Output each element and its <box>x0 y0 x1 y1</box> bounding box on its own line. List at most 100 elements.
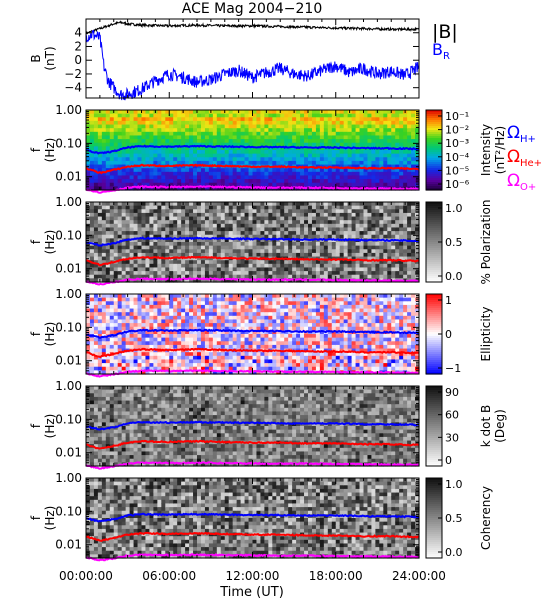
heatmap-cell <box>355 271 361 276</box>
heatmap-cell <box>189 278 194 283</box>
heatmap-cell <box>93 249 99 254</box>
heatmap-cell <box>177 366 182 371</box>
heatmap-cell <box>236 146 242 151</box>
heatmap-cell <box>173 263 178 269</box>
heatmap-cell <box>296 249 301 254</box>
heatmap-cell <box>109 212 115 218</box>
heatmap-cell <box>189 202 194 207</box>
heatmap-cell <box>395 160 400 166</box>
heatmap-cell <box>351 117 357 122</box>
colorbar-cell <box>426 270 442 273</box>
heatmap-cell <box>395 175 400 180</box>
heatmap-cell <box>109 256 115 261</box>
heatmap-cell <box>236 142 242 147</box>
heatmap-cell <box>244 146 250 151</box>
heatmap-cell <box>224 355 230 361</box>
heatmap-cell <box>109 308 115 313</box>
heatmap-cell <box>288 274 293 279</box>
colorbar-cell <box>426 204 442 207</box>
heatmap-cell <box>415 231 420 236</box>
heatmap-cell <box>315 139 321 144</box>
heatmap-cell <box>121 171 127 177</box>
heatmap-cell <box>185 359 190 364</box>
heatmap-cell <box>125 120 131 126</box>
heatmap-cell <box>181 150 186 155</box>
heatmap-cell <box>411 142 416 147</box>
heatmap-cell <box>296 278 301 283</box>
heatmap-cell <box>177 355 182 361</box>
heatmap-cell <box>268 110 273 115</box>
heatmap-cell <box>387 205 392 210</box>
heatmap-cell <box>327 124 333 129</box>
heatmap-cell <box>296 128 301 133</box>
heatmap-cell <box>181 315 186 321</box>
heatmap-cell <box>367 150 373 155</box>
heatmap-cell <box>193 330 198 335</box>
heatmap-cell <box>351 150 357 155</box>
heatmap-cell <box>347 252 353 258</box>
heatmap-cell <box>101 330 107 335</box>
heatmap-cell <box>181 153 186 158</box>
heatmap-cell <box>212 271 218 276</box>
heatmap-cell <box>343 220 349 225</box>
colorbar-tick-label: 10⁻⁵ <box>445 164 469 177</box>
heatmap-cell <box>224 120 230 126</box>
heatmap-cell <box>323 153 329 158</box>
heatmap-cell <box>189 209 194 214</box>
heatmap-cell <box>315 223 321 229</box>
heatmap-cell <box>403 128 408 133</box>
heatmap-cell <box>351 182 357 187</box>
heatmap-cell <box>165 344 170 350</box>
heatmap-cell <box>204 315 210 321</box>
heatmap-cell <box>137 168 143 173</box>
heatmap-cell <box>169 263 174 269</box>
heatmap-cell <box>256 212 262 218</box>
heatmap-cell <box>256 274 262 279</box>
heatmap-cell <box>228 205 234 210</box>
heatmap-cell <box>173 274 178 279</box>
heatmap-cell <box>379 153 384 158</box>
heatmap-cell <box>161 135 166 140</box>
heatmap-cell <box>304 139 309 144</box>
heatmap-cell <box>149 359 154 364</box>
heatmap-cell <box>141 301 147 306</box>
heatmap-cell <box>315 263 321 269</box>
heatmap-cell <box>89 326 95 331</box>
heatmap-cell <box>185 344 190 350</box>
heatmap-cell <box>296 150 301 155</box>
heatmap-cell <box>288 117 293 122</box>
heatmap-cell <box>252 113 258 118</box>
heatmap-cell <box>359 157 365 162</box>
heatmap-cell <box>331 157 337 162</box>
heatmap-cell <box>173 212 178 218</box>
heatmap-cell <box>395 227 400 232</box>
heatmap-cell <box>169 294 174 299</box>
heatmap-cell <box>256 146 262 151</box>
heatmap-cell <box>220 186 226 191</box>
heatmap-cell <box>157 205 162 210</box>
heatmap-cell <box>335 124 341 129</box>
heatmap-cell <box>240 128 246 133</box>
heatmap-cell <box>105 186 111 191</box>
heatmap-cell <box>129 242 135 247</box>
heatmap-cell <box>355 209 361 214</box>
heatmap-cell <box>129 220 135 225</box>
heatmap-cell <box>367 216 373 221</box>
heatmap-cell <box>161 323 166 328</box>
heatmap-cell <box>113 263 119 269</box>
heatmap-cell <box>300 150 305 155</box>
heatmap-cell <box>367 153 373 158</box>
heatmap-cell <box>208 182 214 187</box>
heatmap-cell <box>371 260 376 265</box>
heatmap-cell <box>327 212 333 218</box>
heatmap-cell <box>308 212 313 218</box>
heatmap-cell <box>109 271 115 276</box>
heatmap-cell <box>204 212 210 218</box>
heatmap-cell <box>355 131 361 137</box>
colorbar-cell <box>426 250 442 253</box>
heatmap-cell <box>101 249 107 254</box>
heatmap-cell <box>101 231 107 236</box>
heatmap-cell <box>121 352 127 357</box>
heatmap-cell <box>379 205 384 210</box>
heatmap-cell <box>379 220 384 225</box>
